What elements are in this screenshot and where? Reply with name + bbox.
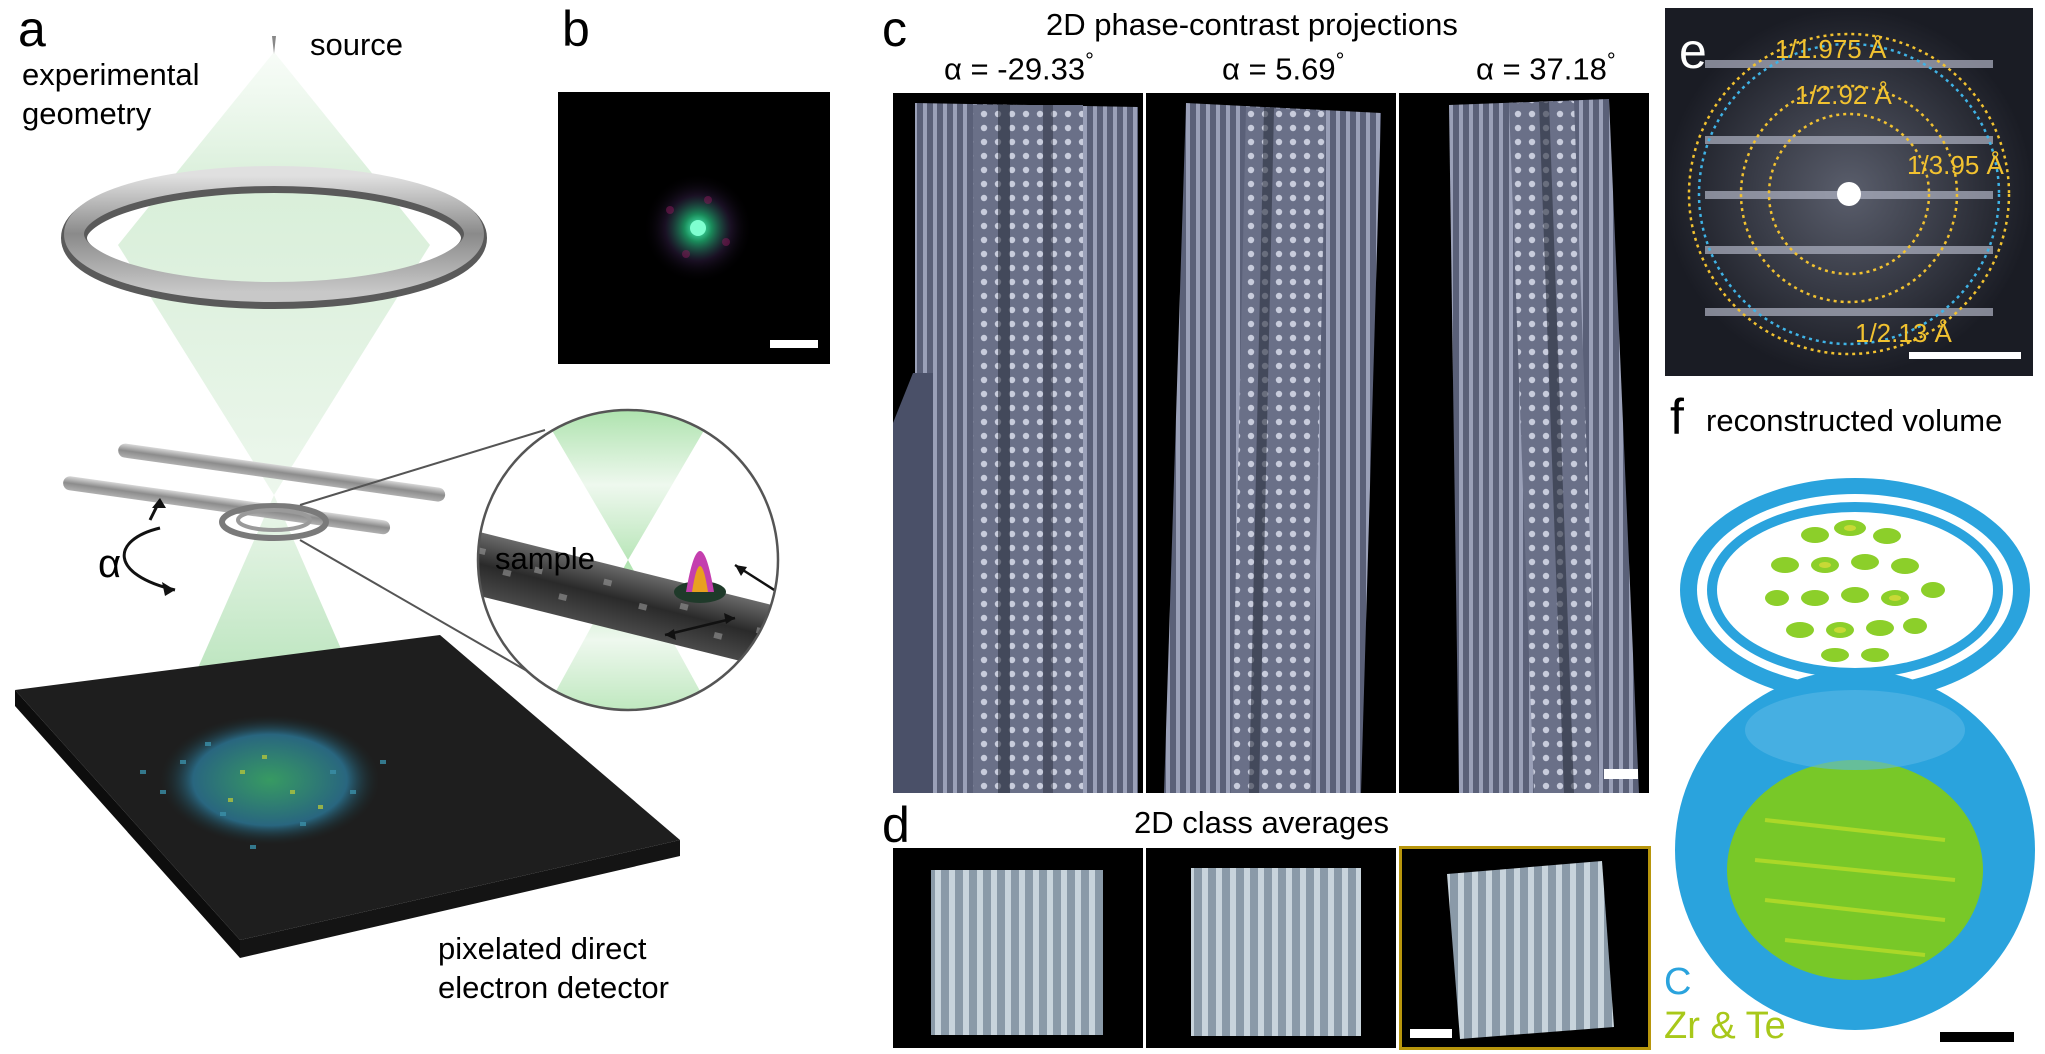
angle-1-text: α = -29.33	[944, 51, 1086, 87]
panel-c-title: 2D phase-contrast projections	[1046, 7, 1458, 42]
volume-side-view	[1675, 670, 2035, 1030]
volume-top-view	[1680, 478, 2030, 702]
detector-label: pixelated direct electron detector	[438, 930, 698, 1008]
panel-label-c: c	[882, 1, 907, 57]
panel-label-e: e	[1679, 23, 1707, 79]
scalebar-b	[770, 340, 818, 348]
sample-label: sample	[495, 541, 595, 576]
experimental-geometry-label: experimental geometry	[22, 56, 232, 134]
source-label: source	[310, 27, 404, 62]
projection-image-2	[1146, 93, 1396, 793]
angle-3-text: α = 37.18	[1476, 51, 1607, 87]
panel-label-a: a	[18, 1, 46, 57]
alpha-label: α	[98, 542, 122, 586]
legend-carbon: C	[1664, 961, 1692, 1003]
panel-d-title: 2D class averages	[1134, 805, 1390, 840]
panel-label-f: f	[1670, 389, 1684, 445]
panel-f-title: reconstructed volume	[1706, 403, 2003, 438]
class-average-3	[1399, 846, 1651, 1050]
projection-image-1	[893, 93, 1143, 793]
probe-image-b	[558, 92, 830, 364]
scalebar-c	[1604, 769, 1638, 779]
class-average-1	[893, 848, 1143, 1048]
class-average-2	[1146, 848, 1396, 1048]
experimental-geometry-diagram	[15, 36, 780, 958]
degree-2: °	[1335, 48, 1345, 73]
diffraction-pattern-e: e 1/1.975 Å 1/2.92 Å 1/3.95 Å 1/2.13 Å	[1665, 8, 2033, 376]
experimental-geometry-text: experimental geometry	[22, 57, 200, 131]
projection-image-3	[1399, 93, 1649, 793]
angle-2-text: α = 5.69	[1222, 51, 1336, 87]
panel-label-d: d	[882, 797, 910, 853]
degree-1: °	[1085, 48, 1094, 73]
degree-3: °	[1606, 48, 1616, 73]
angle-label-2: α = 5.69°	[1222, 48, 1344, 88]
scalebar-e	[1909, 352, 2021, 359]
reconstructed-volume-views	[1675, 478, 2035, 1030]
ring-label-395: 1/3.95 Å	[1907, 150, 2004, 180]
scalebar-f	[1940, 1032, 2014, 1042]
ring-label-1975: 1/1.975 Å	[1775, 34, 1887, 64]
detector-text: pixelated direct electron detector	[438, 931, 669, 1005]
ring-label-292: 1/2.92 Å	[1795, 80, 1892, 110]
legend-zrte: Zr & Te	[1664, 1005, 1786, 1047]
scalebar-d	[1410, 1029, 1452, 1038]
ring-label-213: 1/2.13 Å	[1855, 318, 1952, 348]
angle-label-3: α = 37.18°	[1476, 48, 1616, 88]
angle-label-1: α = -29.33°	[944, 48, 1094, 88]
panel-label-b: b	[562, 1, 590, 57]
